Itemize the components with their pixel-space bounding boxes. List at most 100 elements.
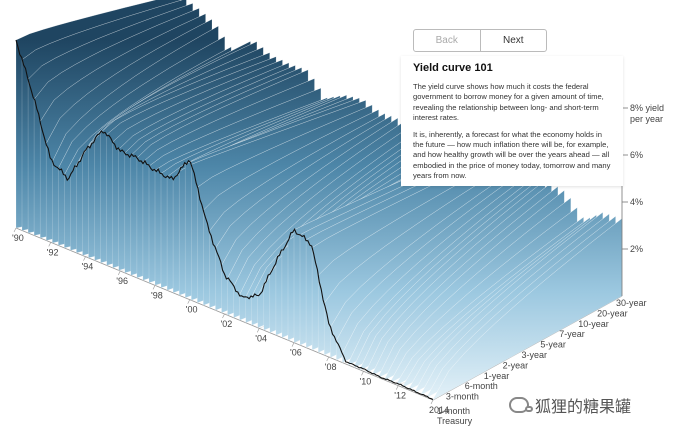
year-tick-label: '00 (186, 305, 198, 315)
surface-slice-edge (221, 117, 398, 266)
surface-slice-edge (124, 65, 296, 154)
info-panel: Yield curve 101 The yield curve shows ho… (401, 56, 623, 186)
surface-slice-edge (88, 41, 258, 148)
yield-surface (15, 0, 623, 401)
surface-slice-edge (100, 52, 270, 133)
maturity-axis: 1-month 3-month6-month1-year2-year3-year5… (437, 298, 647, 426)
surface-slice-edge (94, 46, 264, 141)
surface-slice-edge (106, 56, 277, 135)
slide-navigation: Back Next (413, 29, 547, 52)
watermark: 狐狸的糖果罐 (509, 393, 631, 417)
surface-slice-edge (130, 67, 302, 156)
maturity-tick-label: 20-year (597, 308, 628, 318)
rate-tick-label: 4% (630, 197, 643, 207)
year-tick-mark (48, 242, 52, 247)
surface-slice-edge (336, 173, 520, 341)
year-tick-mark (222, 313, 225, 319)
year-tick-mark (187, 299, 191, 304)
year-tick-mark (326, 356, 330, 362)
maturity-caption: Treasury (437, 416, 473, 426)
year-tick-mark (361, 371, 364, 376)
maturity-tick-label: 2-year (503, 360, 529, 370)
chat-bubbles-icon (509, 397, 533, 413)
year-tick-label: '94 (82, 262, 94, 272)
surface-slice-edge (136, 69, 309, 159)
year-tick-label: '08 (325, 362, 337, 372)
maturity-tick-label: 3-year (522, 350, 548, 360)
maturity-tick-label: 1-month (437, 406, 470, 416)
surface-slice-edge (33, 7, 200, 100)
surface-slice-edge (330, 170, 514, 328)
year-tick-label: '90 (12, 233, 24, 243)
surface-slice-edge (185, 97, 360, 165)
back-button[interactable]: Back (414, 30, 481, 51)
surface-slice-edge (414, 212, 603, 392)
surface-slice-edge (390, 207, 578, 382)
surface-slice-edge (118, 62, 289, 150)
maturity-tick-label: 10-year (578, 319, 609, 329)
surface-slice-edge (45, 18, 213, 144)
surface-slice-edge (426, 216, 616, 397)
short-rate-line (15, 39, 434, 400)
panel-title: Yield curve 101 (413, 62, 493, 74)
surface-slice-edge (402, 217, 591, 386)
surface-slice-edge (15, 0, 157, 41)
year-tick-label: '06 (290, 348, 302, 358)
surface-slice-edge (432, 218, 623, 400)
rate-unit-label: per year (630, 114, 663, 124)
rate-tick-label: 8% yield (630, 103, 664, 113)
maturity-tick-label: 3-month (446, 392, 479, 402)
surface-slice-edge (348, 178, 533, 363)
rate-tick-label: 6% (630, 150, 643, 160)
surface-slice-edge (360, 180, 546, 368)
surface-slice-edge (58, 36, 225, 169)
surface-slice-edge (27, 3, 193, 80)
maturity-tick-label: 7-year (559, 329, 585, 339)
panel-paragraph-2: It is, inherently, a forecast for what t… (413, 129, 611, 181)
surface-slice-edge (191, 99, 366, 165)
year-tick-label: '96 (116, 276, 128, 286)
surface-slice-edge (203, 109, 379, 211)
surface-slice-edge (64, 46, 232, 176)
surface-slice-edge (197, 104, 373, 188)
year-tick-label: '98 (151, 290, 163, 300)
surface-slice-edge (233, 125, 411, 287)
next-button[interactable]: Next (502, 35, 524, 46)
surface-slice-edge (408, 214, 597, 389)
surface-slice-edge (21, 0, 183, 60)
year-tick-label: '10 (360, 376, 372, 386)
surface-slice-edge (378, 190, 565, 377)
panel-paragraph-1: The yield curve shows how much it costs … (413, 82, 604, 123)
year-axis: '90 '92 '94 '96 '98 '00 '02 '04 '06 '08 '10 '12 2014 (12, 227, 449, 415)
surface-slice-edge (420, 213, 610, 395)
short-rate-series (15, 39, 434, 400)
surface-slice-edge (112, 59, 283, 143)
surface-slice-edge (148, 87, 321, 167)
year-tick-mark (291, 342, 295, 347)
year-tick-mark (256, 328, 260, 333)
year-tick-mark (117, 270, 121, 276)
year-tick-label: '04 (255, 333, 267, 343)
year-tick-label: 2014 (429, 405, 449, 415)
rate-tick-label: 2% (630, 244, 643, 254)
surface-slice-edge (215, 115, 392, 249)
year-tick-mark (83, 256, 86, 261)
year-tick-label: '92 (47, 247, 59, 257)
surface-slice-edge (160, 96, 334, 174)
year-tick-mark (395, 385, 399, 390)
year-tick-label: '02 (221, 319, 233, 329)
surface-slice-edge (154, 97, 328, 171)
surface-slice-edge (142, 78, 315, 163)
maturity-tick-label: 1-year (484, 371, 510, 381)
surface-slice-edge (239, 130, 418, 295)
surface-slice-edge (209, 113, 386, 232)
surface-slice-edge (372, 186, 559, 374)
watermark-text: 狐狸的糖果罐 (535, 397, 632, 416)
surface-slice-edge (384, 197, 571, 379)
year-tick-mark (152, 285, 156, 290)
year-tick-mark (13, 227, 17, 233)
maturity-tick-label: 6-month (465, 381, 498, 391)
surface-slice-edge (39, 13, 206, 122)
